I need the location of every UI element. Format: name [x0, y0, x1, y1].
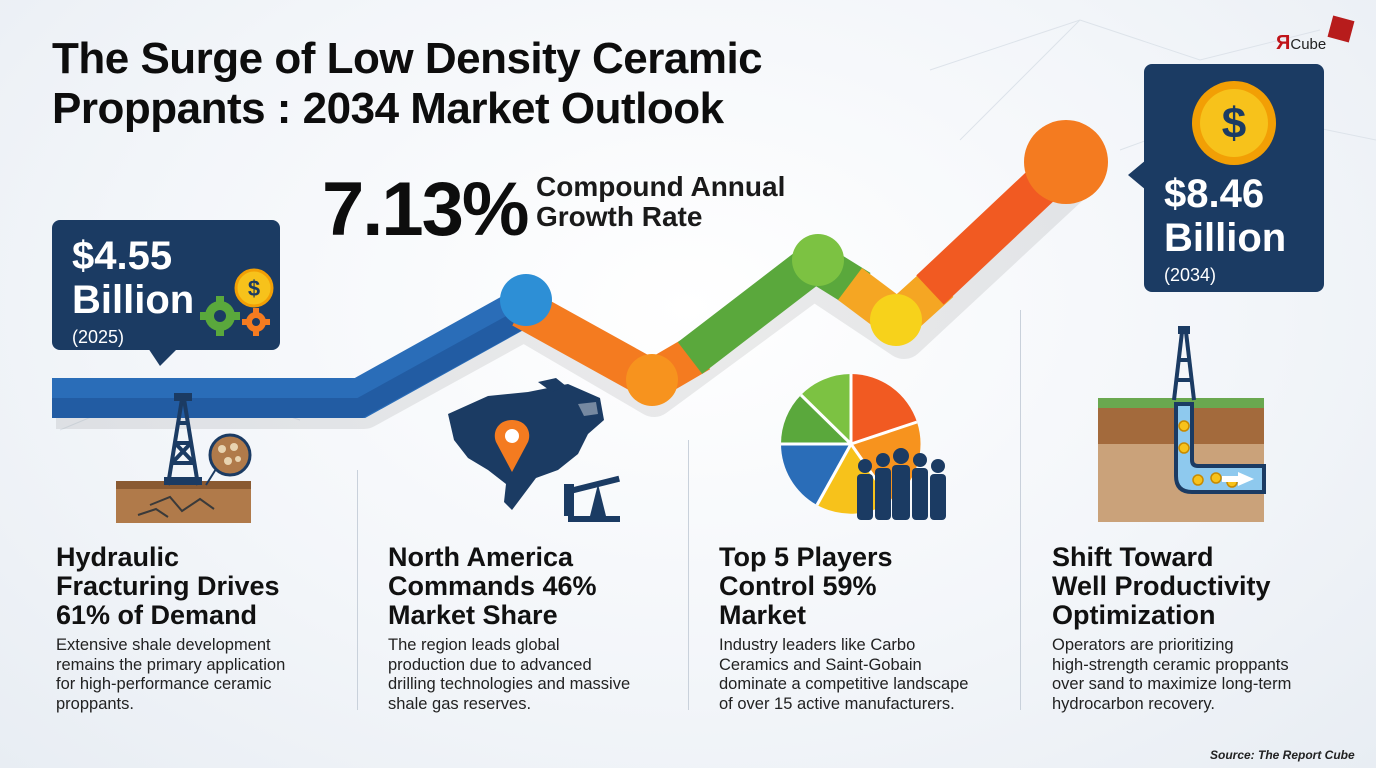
svg-text:$: $ — [1222, 99, 1246, 148]
card-text-line: shale gas reserves. — [388, 694, 532, 713]
well-productivity-icon — [1098, 326, 1266, 522]
card-text-line: Extensive shale development — [56, 636, 271, 654]
drill-rig-icon — [1172, 331, 1196, 401]
card-title-line: Market Share — [388, 600, 558, 630]
card-text-line: drilling technologies and massive — [388, 675, 631, 693]
card-text-line: of over 15 active manufacturers. — [719, 694, 955, 713]
card-title-line: Top 5 Players — [719, 542, 893, 572]
card-text-line: over sand to maximize long-term — [1052, 675, 1292, 693]
source-credit: Source: The Report Cube — [1210, 748, 1355, 762]
market-2025-bubble: $4.55 Billion (2025) $ — [52, 220, 280, 366]
market-2025-value: $4.55 — [72, 234, 173, 278]
card-hydraulic-fracturing: Hydraulic Fracturing Drives 61% of Deman… — [56, 543, 346, 714]
card-text-line: dominate a competitive landscape — [719, 675, 969, 693]
card-top-players: Top 5 Players Control 59% Market Industr… — [719, 543, 1017, 714]
market-share-pie-icon — [781, 374, 946, 520]
card-text-line: production due to advanced — [388, 655, 592, 674]
column-divider — [1020, 310, 1021, 710]
oil-derrick-fracturing-icon — [116, 393, 252, 523]
node-green — [792, 234, 844, 286]
card-description: Operators are prioritizing high-strength… — [1052, 636, 1352, 714]
card-title: Hydraulic Fracturing Drives 61% of Deman… — [56, 543, 346, 630]
bubble-pointer — [1128, 160, 1146, 190]
card-title: Shift Toward Well Productivity Optimizat… — [1052, 543, 1352, 630]
cagr-value: 7.13% — [322, 167, 529, 252]
flow-arrow-icon — [1238, 472, 1254, 486]
card-text-line: hydrocarbon recovery. — [1052, 694, 1215, 713]
card-title-line: Optimization — [1052, 600, 1216, 630]
dollar-coin-icon: $ — [1192, 81, 1276, 165]
title-line-1: The Surge of Low Density Ceramic — [52, 34, 763, 83]
node-end — [1024, 120, 1108, 204]
card-text-line: proppants. — [56, 694, 134, 713]
card-north-america: North America Commands 46% Market Share … — [388, 543, 683, 714]
card-text-line: remains the primary application — [56, 655, 286, 674]
card-title-line: Well Productivity — [1052, 571, 1271, 601]
logo-letter: Я — [1276, 32, 1291, 54]
column-divider — [688, 440, 689, 710]
card-title: North America Commands 46% Market Share — [388, 543, 683, 630]
card-description: Extensive shale development remains the … — [56, 636, 346, 714]
card-description: Industry leaders like Carbo Ceramics and… — [719, 636, 1017, 714]
card-title-line: Control 59% — [719, 571, 877, 601]
svg-text:$: $ — [248, 276, 260, 301]
pump-jack-icon — [564, 475, 620, 522]
node-orange — [626, 354, 678, 406]
report-cube-logo: ЯCube — [1272, 15, 1362, 58]
logo-cube-icon — [1327, 15, 1355, 43]
market-2034-year: (2034) — [1164, 265, 1217, 285]
north-america-map-icon — [448, 378, 620, 522]
node-yellow — [870, 294, 922, 346]
logo-text: Cube — [1290, 36, 1327, 53]
gears-dollar-icon: $ — [200, 268, 274, 336]
card-text-line: Operators are prioritizing — [1052, 636, 1234, 654]
market-2034-unit: Billion — [1164, 216, 1287, 260]
card-text-line: The region leads global — [388, 636, 560, 654]
card-text-line: high-strength ceramic proppants — [1052, 655, 1289, 674]
location-pin-icon — [494, 420, 530, 472]
card-title-line: 61% of Demand — [56, 600, 258, 630]
card-title-line: Fracturing Drives — [56, 571, 280, 601]
card-description: The region leads global production due t… — [388, 636, 683, 714]
title-line-2: Proppants : 2034 Market Outlook — [52, 84, 724, 133]
cagr-label: Compound Annual Growth Rate — [536, 172, 836, 232]
bubble-pointer — [148, 348, 178, 366]
card-title-line: North America — [388, 542, 574, 572]
card-title-line: Hydraulic — [56, 542, 180, 572]
cagr-label-line-2: Growth Rate — [536, 201, 703, 232]
page-title: The Surge of Low Density Ceramic Proppan… — [52, 34, 872, 134]
market-2025-year: (2025) — [72, 327, 125, 347]
card-title-line: Commands 46% — [388, 571, 597, 601]
card-title: Top 5 Players Control 59% Market — [719, 543, 1017, 630]
card-well-productivity: Shift Toward Well Productivity Optimizat… — [1052, 543, 1352, 714]
node-blue — [500, 274, 552, 326]
card-text-line: for high-performance ceramic — [56, 675, 272, 693]
market-2025-unit: Billion — [72, 278, 195, 322]
business-people-icon — [857, 448, 946, 520]
column-divider — [357, 470, 358, 710]
card-text-line: Industry leaders like Carbo — [719, 636, 916, 654]
card-text-line: Ceramics and Saint-Gobain — [719, 655, 922, 674]
market-2034-bubble: $ $8.46 Billion (2034) — [1128, 64, 1324, 292]
market-2034-value: $8.46 — [1164, 172, 1265, 216]
cagr-label-line-1: Compound Annual — [536, 171, 786, 202]
card-title-line: Market — [719, 600, 807, 630]
card-title-line: Shift Toward — [1052, 542, 1214, 572]
